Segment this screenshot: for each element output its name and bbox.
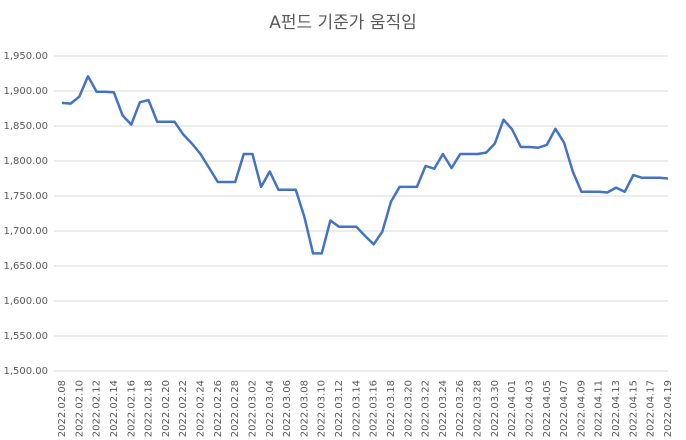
y-tick-label: 1,800.00: [3, 156, 48, 167]
data-line: [61, 75, 669, 255]
x-tick-label: 2022.03.04: [265, 380, 276, 437]
x-tick-label: 2022.03.08: [299, 380, 310, 437]
x-tick-label: 2022.04.09: [576, 380, 587, 437]
chart-title: A펀드 기준가 움직임: [269, 13, 417, 33]
x-tick-label: 2022.03.02: [247, 380, 258, 437]
y-tick-label: 1,900.00: [3, 86, 48, 97]
x-tick-label: 2022.04.05: [542, 380, 553, 437]
x-tick-label: 2022.03.26: [455, 380, 466, 437]
x-tick-label: 2022.02.20: [161, 380, 172, 437]
x-tick-label: 2022.03.18: [386, 380, 397, 437]
x-tick-label: 2022.03.20: [403, 380, 414, 437]
y-tick-label: 1,650.00: [3, 261, 48, 272]
x-tick-label: 2022.02.14: [109, 380, 120, 437]
y-tick-label: 1,750.00: [3, 191, 48, 202]
x-tick-label: 2022.03.24: [438, 380, 449, 437]
x-tick-label: 2022.03.28: [473, 380, 484, 437]
x-tick-label: 2022.02.28: [230, 380, 241, 437]
x-tick-label: 2022.04.17: [646, 380, 657, 437]
x-tick-label: 2022.03.06: [282, 380, 293, 437]
y-tick-label: 1,500.00: [3, 366, 48, 377]
x-tick-label: 2022.03.30: [490, 380, 501, 437]
x-tick-label: 2022.04.15: [628, 380, 639, 437]
x-tick-label: 2022.02.22: [178, 380, 189, 437]
x-tick-label: 2022.04.07: [559, 380, 570, 437]
x-tick-label: 2022.04.01: [507, 380, 518, 437]
x-tick-label: 2022.03.14: [351, 380, 362, 437]
x-tick-label: 2022.04.11: [594, 380, 605, 437]
x-tick-label: 2022.04.03: [524, 380, 535, 437]
x-tick-label: 2022.02.12: [92, 380, 103, 437]
x-tick-label: 2022.02.08: [57, 380, 68, 437]
x-tick-label: 2022.02.26: [213, 380, 224, 437]
y-tick-label: 1,950.00: [3, 51, 48, 62]
x-tick-label: 2022.03.16: [369, 380, 380, 437]
x-tick-label: 2022.04.19: [663, 380, 674, 437]
y-tick-label: 1,850.00: [3, 121, 48, 132]
x-tick-label: 2022.02.10: [74, 380, 85, 437]
x-tick-label: 2022.03.22: [421, 380, 432, 437]
x-tick-label: 2022.02.18: [144, 380, 155, 437]
x-tick-label: 2022.04.13: [611, 380, 622, 437]
y-tick-label: 1,550.00: [3, 331, 48, 342]
x-tick-label: 2022.02.24: [196, 380, 207, 437]
x-tick-label: 2022.02.16: [126, 380, 137, 437]
y-tick-label: 1,700.00: [3, 226, 48, 237]
y-tick-label: 1,600.00: [3, 296, 48, 307]
x-tick-label: 2022.03.10: [317, 380, 328, 437]
x-tick-label: 2022.03.12: [334, 380, 345, 437]
